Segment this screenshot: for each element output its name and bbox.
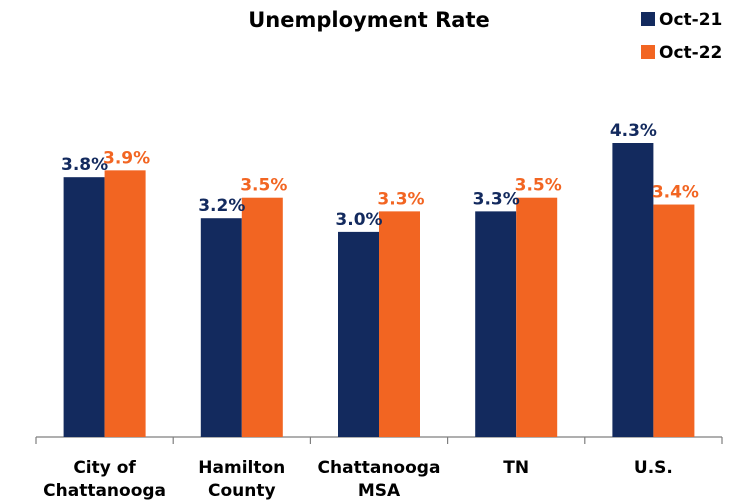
value-label-oct-21-hamilton-county: 3.2% (198, 196, 245, 216)
value-label-oct-21-u-s-: 4.3% (610, 121, 657, 141)
bar-oct-21-hamilton-county (200, 218, 242, 437)
bar-oct-22-city-of-chattanooga (104, 170, 146, 438)
bar-oct-21-chattanooga-msa (338, 231, 379, 437)
category-label-chattanooga-msa: MSA (358, 481, 401, 501)
value-label-oct-21-tn: 3.3% (473, 189, 520, 209)
category-label-city-of-chattanooga: City of (73, 458, 136, 478)
value-labels: 3.8%3.9%3.2%3.5%3.0%3.3% 3.3%3.5%4.3%3.4% (61, 121, 699, 230)
value-label-oct-22-tn: 3.5% (515, 176, 562, 196)
bar-oct-21-city-of-chattanooga (63, 177, 105, 438)
value-label-oct-21-city-of-chattanooga: 3.8% (61, 155, 108, 175)
category-label-hamilton-county: County (208, 481, 276, 501)
category-label-chattanooga-msa: Chattanooga (318, 458, 441, 478)
legend-label-oct-22: Oct-22 (659, 43, 722, 63)
bar-oct-22-chattanooga-msa (379, 211, 420, 437)
chart-title: Unemployment Rate (248, 8, 490, 32)
bar-oct-21-tn (475, 211, 517, 437)
category-label-tn: TN (503, 458, 529, 478)
bar-oct-22-hamilton-county (241, 197, 283, 437)
bar-oct-22-tn (516, 197, 558, 437)
value-label-oct-22-u-s-: 3.4% (652, 183, 699, 203)
legend-swatch-oct-22 (641, 45, 655, 59)
legend-swatch-oct-21 (641, 12, 655, 26)
value-label-oct-22-chattanooga-msa: 3.3% (377, 189, 424, 209)
category-label-u-s-: U.S. (634, 458, 673, 478)
category-labels: City of Chattanooga Hamilton County Chattano… (43, 458, 673, 501)
value-label-oct-22-city-of-chattanooga: 3.9% (103, 148, 150, 168)
legend-label-oct-21: Oct-21 (659, 10, 722, 30)
bar-oct-21-u-s- (612, 143, 654, 437)
legend: Oct-21 Oct-22 (641, 10, 722, 63)
value-label-oct-21-chattanooga-msa: 3.0% (335, 210, 382, 230)
x-axis-ticks (35, 437, 723, 444)
bars (63, 143, 695, 438)
category-label-city-of-chattanooga: Chattanooga (43, 481, 166, 501)
bar-oct-22-u-s- (653, 204, 695, 437)
category-label-hamilton-county: Hamilton (198, 458, 285, 478)
value-label-oct-22-hamilton-county: 3.5% (240, 176, 287, 196)
